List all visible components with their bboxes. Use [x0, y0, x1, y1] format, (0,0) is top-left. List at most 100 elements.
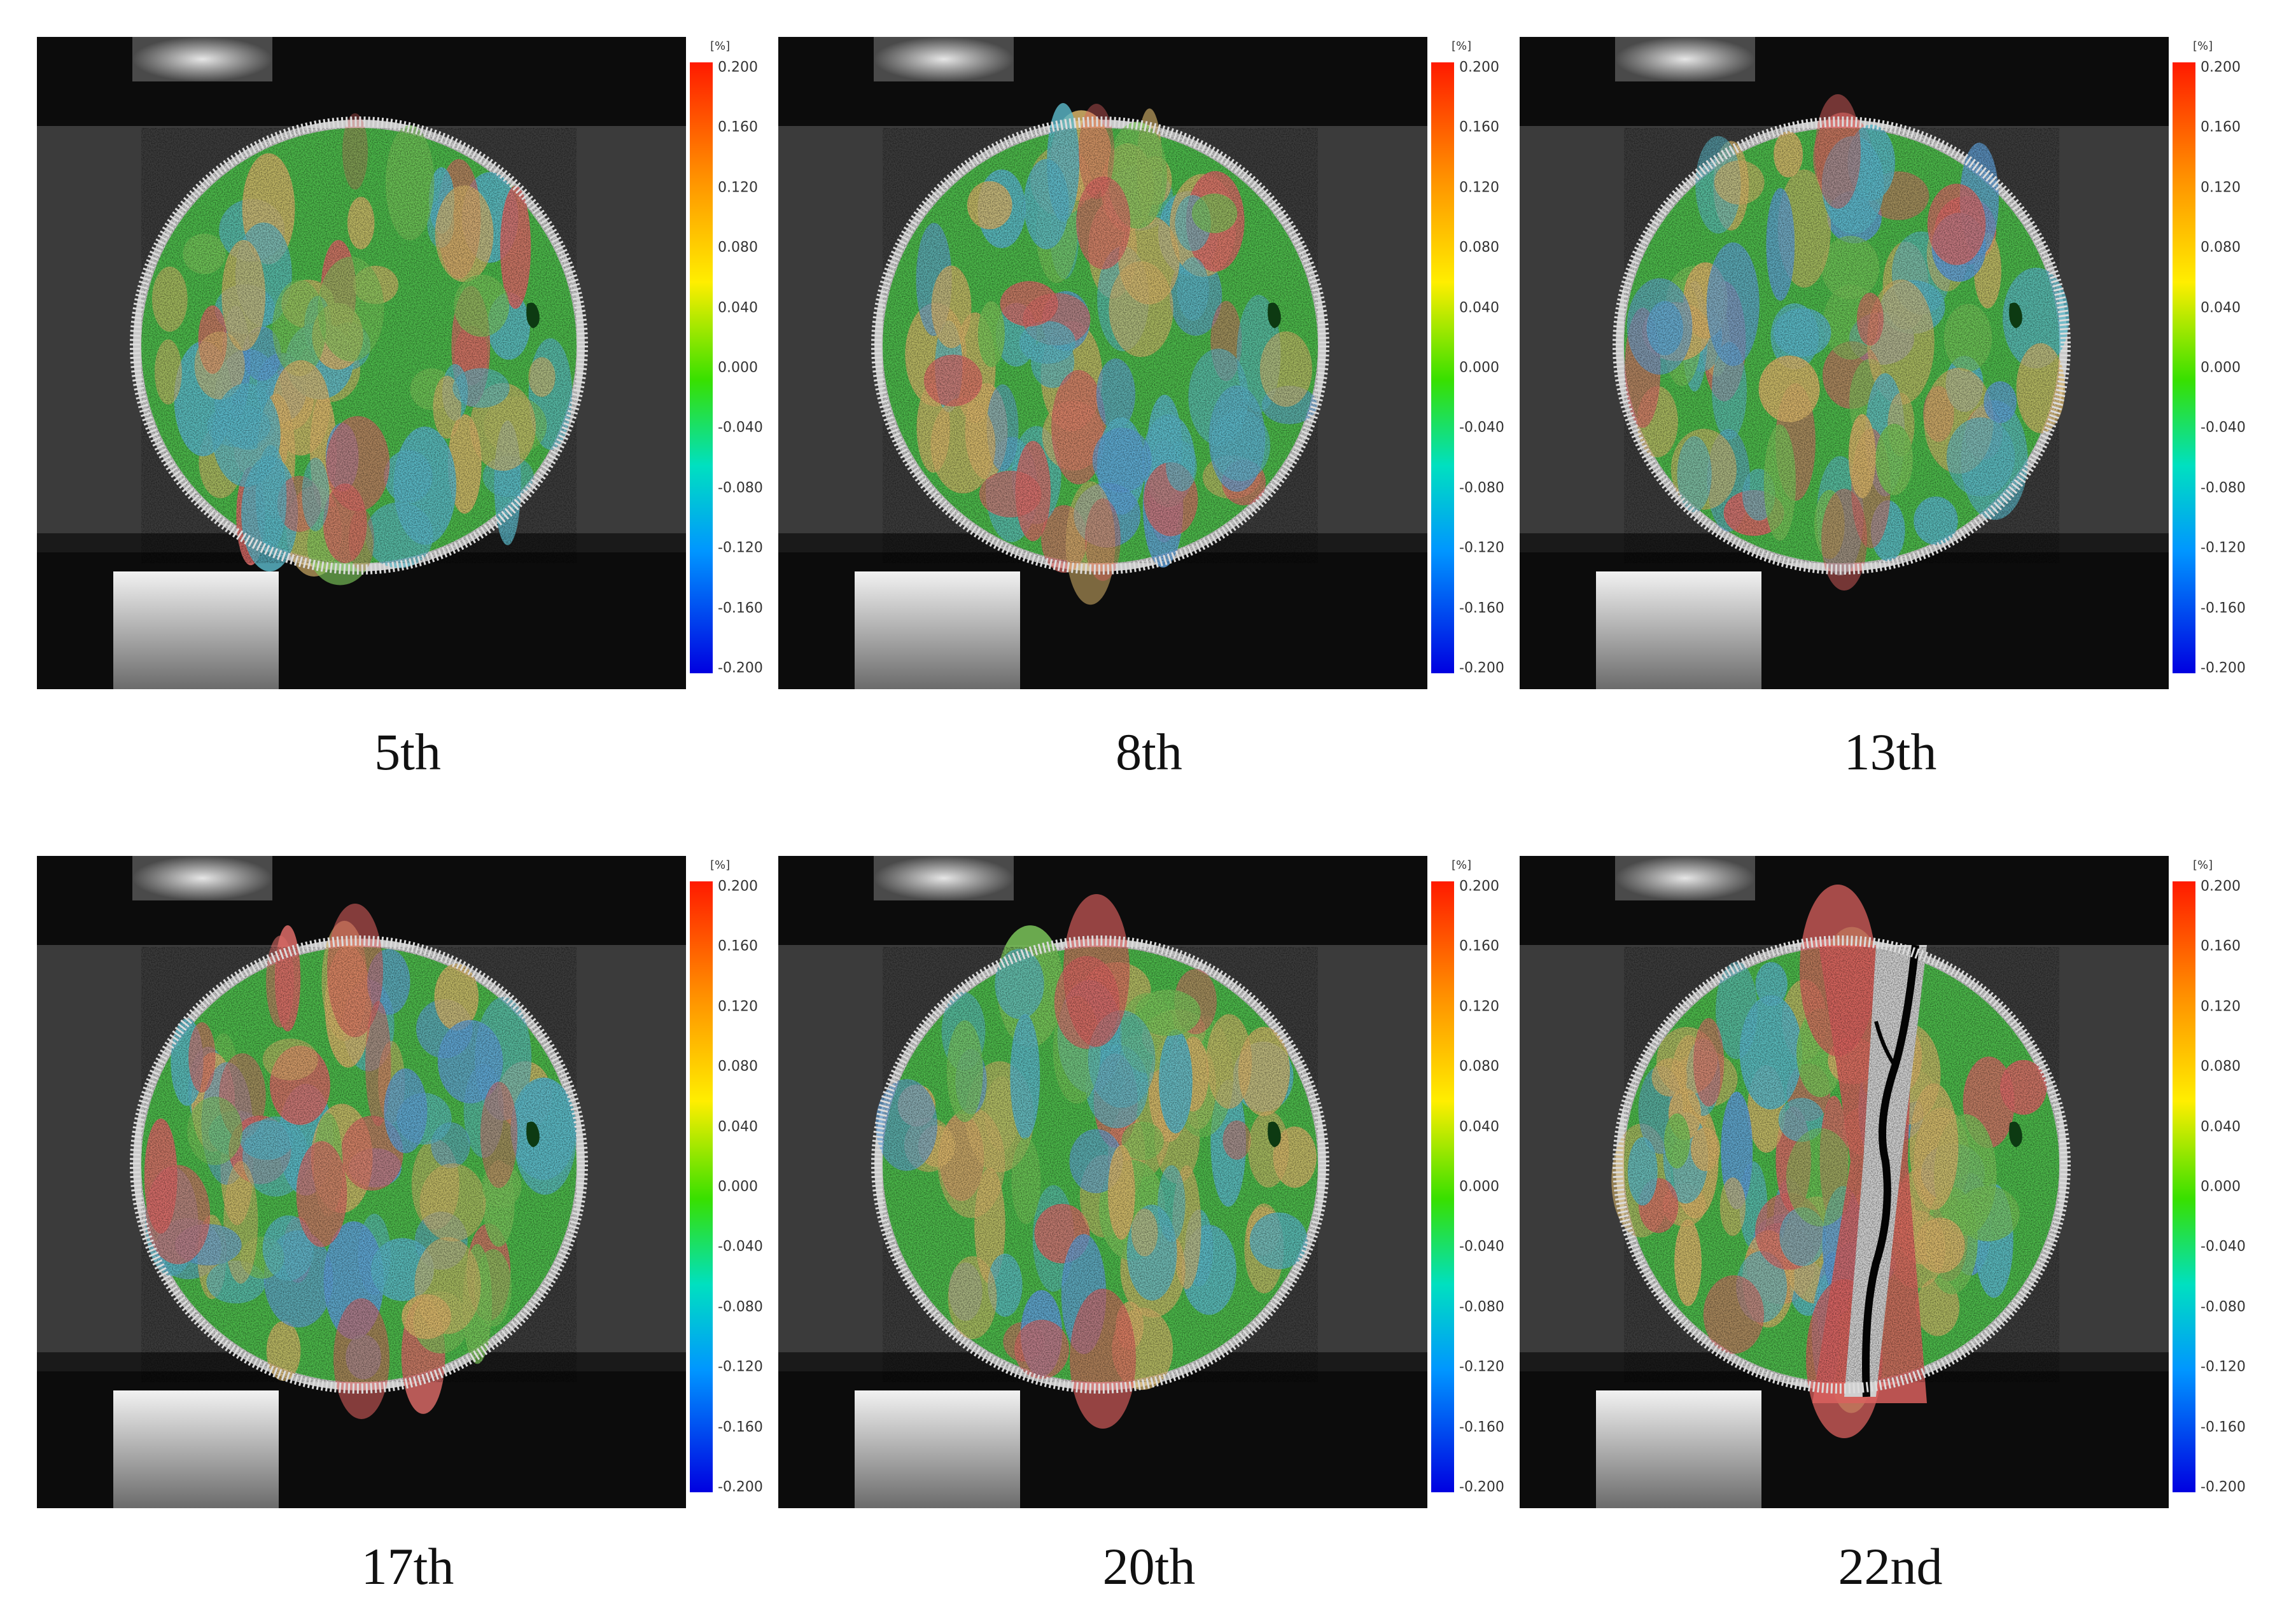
colorbar-tick-label: -0.080	[1459, 1299, 1504, 1315]
colorbar-tick-label: -0.200	[1459, 660, 1504, 676]
specimen-strain-image	[778, 856, 1427, 1508]
colorbar-tick-label: 0.200	[1459, 878, 1499, 895]
colorbar-gradient	[1431, 881, 1454, 1492]
colorbar-tick-label: -0.200	[718, 1479, 763, 1495]
colorbar-tick-label: 0.000	[2201, 1179, 2241, 1195]
colorbar-tick-label: 0.160	[1459, 119, 1499, 136]
colorbar-gradient	[2173, 62, 2195, 673]
colorbar-tick-label: -0.040	[718, 1238, 763, 1255]
colorbar-tick-label: 0.200	[2201, 878, 2241, 895]
colorbar-tick-label: 0.120	[1459, 998, 1499, 1015]
colorbar-tick-label: -0.080	[718, 480, 763, 496]
strain-colorbar: [%] 0.200 0.160 0.120 0.080 0.040 0.000 -0.040 -…	[686, 856, 778, 1508]
dic-strain-panel: [%] 0.200 0.160 0.120 0.080 0.040 0.000 -0.040 -…	[778, 856, 1520, 1508]
dic-strain-panel: [%] 0.200 0.160 0.120 0.080 0.040 0.000 -0.040 -…	[1520, 37, 2261, 689]
colorbar-tick-label: 0.040	[1459, 300, 1499, 316]
colorbar-tick-label: 0.080	[1459, 239, 1499, 256]
dic-strain-panel: [%] 0.200 0.160 0.120 0.080 0.040 0.000 -0.040 -…	[778, 37, 1520, 689]
specimen-strain-image	[778, 37, 1427, 689]
colorbar-tick-label: 0.160	[1459, 938, 1499, 955]
load-step-caption: 22nd	[1838, 1537, 1943, 1595]
specimen-strain-image	[37, 856, 686, 1508]
colorbar-tick-label: 0.000	[1459, 360, 1499, 376]
colorbar-tick-label: -0.160	[1459, 1419, 1504, 1436]
colorbar-tick-label: 0.080	[718, 1058, 758, 1075]
strain-colorbar: [%] 0.200 0.160 0.120 0.080 0.040 0.000 -0.040 -…	[2169, 37, 2261, 689]
colorbar-tick-label: 0.040	[2201, 1119, 2241, 1135]
colorbar-tick-label: -0.040	[718, 419, 763, 436]
colorbar-tick-label: -0.160	[1459, 600, 1504, 617]
colorbar-tick-label: 0.000	[2201, 360, 2241, 376]
colorbar-tick-label: -0.040	[1459, 419, 1504, 436]
colorbar-tick-label: 0.160	[2201, 119, 2241, 136]
dic-strain-panel: [%] 0.200 0.160 0.120 0.080 0.040 0.000 -0.040 -…	[37, 37, 778, 689]
dic-strain-panel: [%] 0.200 0.160 0.120 0.080 0.040 0.000 -0.040 -…	[1520, 856, 2261, 1508]
load-step-caption: 17th	[361, 1537, 454, 1595]
colorbar-gradient	[690, 62, 713, 673]
colorbar-unit-label: [%]	[1452, 858, 1472, 872]
colorbar-tick-label: -0.200	[718, 660, 763, 676]
load-step-caption: 20th	[1102, 1537, 1196, 1595]
colorbar-unit-label: [%]	[710, 39, 731, 53]
strain-colorbar: [%] 0.200 0.160 0.120 0.080 0.040 0.000 -0.040 -…	[686, 37, 778, 689]
colorbar-tick-label: -0.120	[1459, 540, 1504, 556]
colorbar-tick-label: 0.120	[2201, 998, 2241, 1015]
colorbar-tick-label: 0.160	[2201, 938, 2241, 955]
colorbar-tick-label: 0.120	[1459, 179, 1499, 196]
specimen-strain-image	[1520, 37, 2169, 689]
specimen-strain-image	[1520, 856, 2169, 1508]
strain-colorbar: [%] 0.200 0.160 0.120 0.080 0.040 0.000 -0.040 -…	[2169, 856, 2261, 1508]
colorbar-tick-label: 0.120	[2201, 179, 2241, 196]
colorbar-tick-label: 0.040	[718, 1119, 758, 1135]
strain-colorbar: [%] 0.200 0.160 0.120 0.080 0.040 0.000 -0.040 -…	[1427, 856, 1520, 1508]
colorbar-tick-label: -0.080	[718, 1299, 763, 1315]
colorbar-unit-label: [%]	[710, 858, 731, 872]
colorbar-tick-label: -0.160	[2201, 600, 2246, 617]
colorbar-unit-label: [%]	[2193, 858, 2213, 872]
colorbar-tick-label: -0.040	[2201, 419, 2246, 436]
colorbar-tick-label: -0.080	[2201, 480, 2246, 496]
colorbar-tick-label: 0.080	[1459, 1058, 1499, 1075]
load-step-caption: 5th	[374, 723, 441, 781]
colorbar-tick-label: 0.200	[718, 59, 758, 76]
colorbar-tick-label: -0.080	[2201, 1299, 2246, 1315]
colorbar-tick-label: 0.160	[718, 119, 758, 136]
colorbar-tick-label: -0.120	[2201, 540, 2246, 556]
colorbar-tick-label: 0.160	[718, 938, 758, 955]
colorbar-tick-label: -0.040	[1459, 1238, 1504, 1255]
colorbar-tick-label: 0.040	[1459, 1119, 1499, 1135]
colorbar-gradient	[1431, 62, 1454, 673]
colorbar-tick-label: -0.080	[1459, 480, 1504, 496]
dic-strain-panel: [%] 0.200 0.160 0.120 0.080 0.040 0.000 -0.040 -…	[37, 856, 778, 1508]
colorbar-tick-label: 0.200	[1459, 59, 1499, 76]
colorbar-gradient	[2173, 881, 2195, 1492]
colorbar-tick-label: -0.200	[1459, 1479, 1504, 1495]
colorbar-tick-label: 0.000	[718, 1179, 758, 1195]
colorbar-tick-label: 0.080	[2201, 1058, 2241, 1075]
colorbar-tick-label: 0.120	[718, 998, 758, 1015]
colorbar-tick-label: -0.120	[1459, 1359, 1504, 1375]
specimen-strain-image	[37, 37, 686, 689]
colorbar-tick-label: 0.200	[2201, 59, 2241, 76]
colorbar-tick-label: -0.160	[2201, 1419, 2246, 1436]
load-step-caption: 8th	[1116, 723, 1182, 781]
colorbar-unit-label: [%]	[1452, 39, 1472, 53]
strain-colorbar: [%] 0.200 0.160 0.120 0.080 0.040 0.000 -0.040 -…	[1427, 37, 1520, 689]
colorbar-tick-label: 0.000	[718, 360, 758, 376]
colorbar-tick-label: -0.200	[2201, 660, 2246, 676]
colorbar-tick-label: -0.160	[718, 1419, 763, 1436]
colorbar-tick-label: 0.040	[718, 300, 758, 316]
colorbar-tick-label: -0.200	[2201, 1479, 2246, 1495]
colorbar-tick-label: -0.120	[718, 540, 763, 556]
load-step-caption: 13th	[1844, 723, 1937, 781]
colorbar-tick-label: -0.040	[2201, 1238, 2246, 1255]
colorbar-tick-label: 0.080	[718, 239, 758, 256]
colorbar-tick-label: 0.120	[718, 179, 758, 196]
colorbar-gradient	[690, 881, 713, 1492]
colorbar-tick-label: 0.000	[1459, 1179, 1499, 1195]
colorbar-tick-label: -0.120	[718, 1359, 763, 1375]
colorbar-tick-label: 0.040	[2201, 300, 2241, 316]
colorbar-tick-label: 0.080	[2201, 239, 2241, 256]
colorbar-tick-label: 0.200	[718, 878, 758, 895]
colorbar-tick-label: -0.160	[718, 600, 763, 617]
